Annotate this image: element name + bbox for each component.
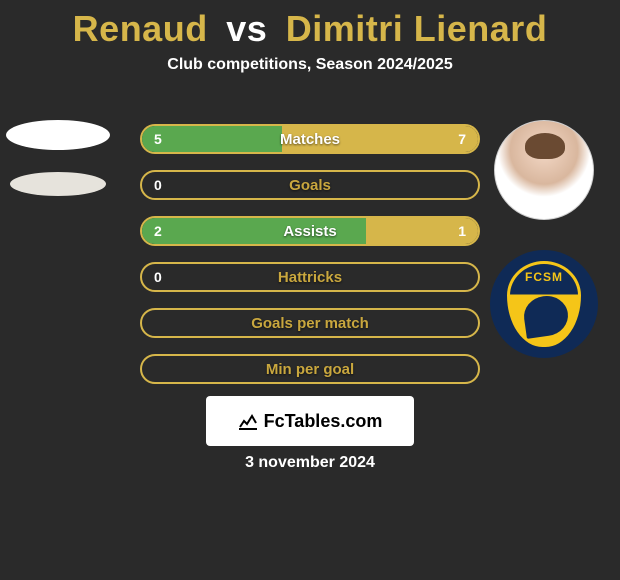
title-player-left: Renaud	[73, 8, 208, 49]
stat-row: 57Matches	[140, 124, 480, 154]
left-player-portrait-placeholder	[6, 120, 110, 150]
comparison-title: Renaud vs Dimitri Lienard	[0, 0, 620, 50]
stat-label: Goals per match	[142, 310, 478, 336]
right-player-club-badge: FCSM	[490, 250, 598, 358]
stat-row: 21Assists	[140, 216, 480, 246]
source-logo-icon	[238, 411, 258, 431]
title-player-right: Dimitri Lienard	[286, 8, 548, 49]
stat-label: Matches	[142, 126, 478, 152]
left-player-column	[6, 120, 118, 196]
right-player-portrait	[494, 120, 594, 220]
stat-label: Assists	[142, 218, 478, 244]
club-crest-lion-icon	[521, 293, 570, 339]
stat-bars: 57Matches 0Goals 21Assists 0Hattricks Goals …	[140, 124, 480, 400]
subtitle: Club competitions, Season 2024/2025	[0, 56, 620, 74]
stat-row: Goals per match	[140, 308, 480, 338]
stat-row: Min per goal	[140, 354, 480, 384]
club-crest-shield: FCSM	[507, 261, 581, 347]
club-crest-text: FCSM	[510, 270, 578, 284]
stat-row: 0Hattricks	[140, 262, 480, 292]
stat-label: Min per goal	[142, 356, 478, 382]
right-player-column: FCSM	[488, 120, 600, 358]
stat-label: Goals	[142, 172, 478, 198]
stat-label: Hattricks	[142, 264, 478, 290]
footer-date: 3 november 2024	[0, 454, 620, 472]
source-badge-text: FcTables.com	[264, 411, 383, 432]
stat-row: 0Goals	[140, 170, 480, 200]
left-player-club-placeholder	[10, 172, 106, 196]
title-vs: vs	[226, 8, 267, 49]
source-badge: FcTables.com	[206, 396, 414, 446]
